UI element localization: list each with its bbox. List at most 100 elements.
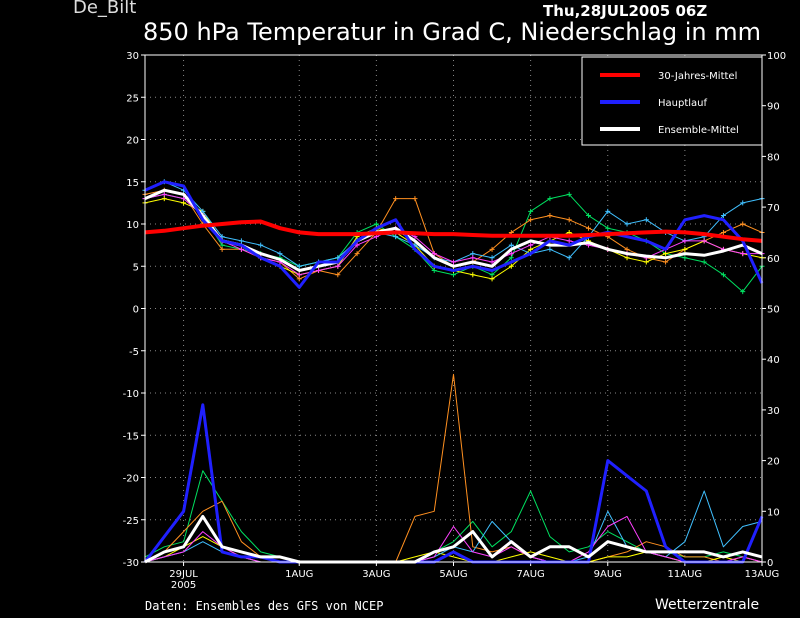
ensemble-point-marker: [489, 246, 495, 252]
ensemble-point-marker: [412, 196, 418, 202]
ensemble-point-marker: [508, 242, 514, 248]
ensemble-point-marker: [200, 208, 206, 214]
y-right-tick-label: 60: [767, 254, 780, 265]
y-right-tick-label: 90: [767, 102, 780, 113]
ensemble-point-marker: [489, 276, 495, 282]
ensemble-point-marker: [277, 251, 283, 257]
x-tick-label: 11AUG: [668, 569, 703, 580]
ensemble-point-marker: [682, 238, 688, 244]
ensemble-point-marker: [238, 238, 244, 244]
ensemble-point-marker: [547, 213, 553, 219]
x-tick-label: 5AUG: [439, 569, 467, 580]
ensemble-point-marker: [663, 259, 669, 265]
ensemble-point-marker: [566, 191, 572, 197]
y-left-tick-label: 10: [126, 220, 139, 231]
ensemble-point-marker: [643, 217, 649, 223]
hauptlauf-temp-line: [144, 180, 764, 289]
ensemble-point-marker: [663, 251, 669, 257]
ensemble-point-marker: [354, 251, 360, 257]
ensemble-point-marker: [528, 246, 534, 252]
ensemble-point-marker: [296, 263, 302, 269]
ensemble-point-marker: [181, 196, 187, 202]
ensemble-point-marker: [624, 246, 630, 252]
ensemble-point-marker: [393, 234, 399, 240]
y-left-tick-label: 15: [126, 178, 139, 189]
ensemble-point-marker: [451, 259, 456, 265]
ensemble-point-marker: [393, 196, 399, 202]
ensemble-point-marker: [508, 263, 514, 269]
y-left-tick-label: 25: [126, 93, 139, 104]
ensemble-point-marker: [431, 251, 437, 257]
y-left-tick-label: -25: [123, 516, 139, 527]
ensemble-point-marker: [720, 213, 726, 219]
ensemble-point-marker: [720, 229, 726, 235]
ensemble-member-precip-line: [144, 515, 763, 563]
ensemble-point-marker: [566, 217, 572, 223]
ensemble-point-marker: [624, 255, 630, 261]
ensemble-point-marker: [701, 259, 707, 265]
y-left-tick-label: 20: [126, 136, 139, 147]
ensemble-point-marker: [566, 238, 572, 244]
y-left-tick-label: 30: [126, 51, 139, 62]
x-tick-sublabel: 2005: [171, 580, 196, 591]
ensemble-point-marker: [643, 259, 649, 265]
30-jahres-mittel-temp-line: [144, 219, 763, 243]
ensemble-point-marker: [258, 242, 264, 248]
ensemble-point-marker: [624, 221, 630, 227]
ensemble-point-marker: [219, 246, 225, 252]
ensemble-point-marker: [585, 213, 591, 219]
plot-frame: [144, 54, 763, 563]
ensemble-point-marker: [508, 255, 514, 261]
hauptlauf-precip-line: [143, 403, 764, 564]
ensemble-point-marker: [470, 255, 476, 261]
y-left-tick-label: -15: [123, 431, 139, 442]
y-right-tick-label: 20: [767, 457, 780, 468]
x-tick-label: 1AUG: [285, 569, 313, 580]
legend-label: 30-Jahres-Mittel: [658, 71, 737, 82]
brand-label: Wetterzentrale: [655, 597, 760, 613]
ensemble-point-marker: [528, 208, 534, 214]
ensemble-point-marker: [238, 246, 244, 252]
ensemble-point-marker: [740, 251, 746, 257]
ensemble-point-marker: [566, 255, 572, 261]
ensemble-point-marker: [528, 217, 534, 223]
ensemble-point-marker: [451, 272, 456, 278]
x-tick-label: 7AUG: [516, 569, 544, 580]
y-right-tick-label: 40: [767, 355, 780, 366]
y-left-tick-label: 0: [133, 305, 139, 316]
ensemble-point-marker: [508, 251, 514, 257]
y-right-tick-label: 0: [767, 558, 773, 569]
data-source: Daten: Ensembles des GFS von NCEP: [145, 599, 384, 613]
y-right-tick-label: 100: [767, 51, 786, 62]
y-right-tick-label: 30: [767, 406, 780, 417]
y-left-tick-label: -10: [123, 389, 139, 400]
ensemble-point-marker: [335, 272, 341, 278]
ensemble-point-marker: [489, 272, 495, 278]
y-left-tick-label: 5: [133, 262, 139, 273]
ensemble-member-precip-line: [144, 373, 763, 563]
ensemble-point-marker: [373, 221, 379, 227]
ensemble-point-marker: [181, 200, 187, 206]
run-datetime: Thu,28JUL2005 06Z: [543, 2, 708, 20]
ensemble-point-marker: [316, 267, 322, 273]
ensemble-point-marker: [605, 208, 611, 214]
chart-title: 850 hPa Temperatur in Grad C, Niederschl…: [143, 18, 762, 46]
y-right-tick-label: 70: [767, 203, 780, 214]
legend-label: Hauptlauf: [658, 98, 707, 109]
ensemble-point-marker: [740, 221, 746, 227]
ensemble-point-marker: [701, 238, 707, 244]
ensemble-point-marker: [470, 251, 476, 257]
ensemble-point-marker: [219, 242, 225, 248]
ensemble-point-marker: [682, 255, 688, 261]
ensemble-point-marker: [547, 196, 553, 202]
ensemble-point-marker: [585, 225, 591, 231]
ensemble-point-marker: [605, 225, 611, 231]
ensemble-point-marker: [740, 289, 746, 295]
x-tick-label: 3AUG: [362, 569, 390, 580]
y-left-tick-label: -20: [123, 474, 139, 485]
x-tick-label: 13AUG: [745, 569, 780, 580]
ensemble-point-marker: [296, 272, 302, 278]
y-left-tick-label: -5: [129, 347, 139, 358]
y-right-tick-label: 80: [767, 152, 780, 163]
